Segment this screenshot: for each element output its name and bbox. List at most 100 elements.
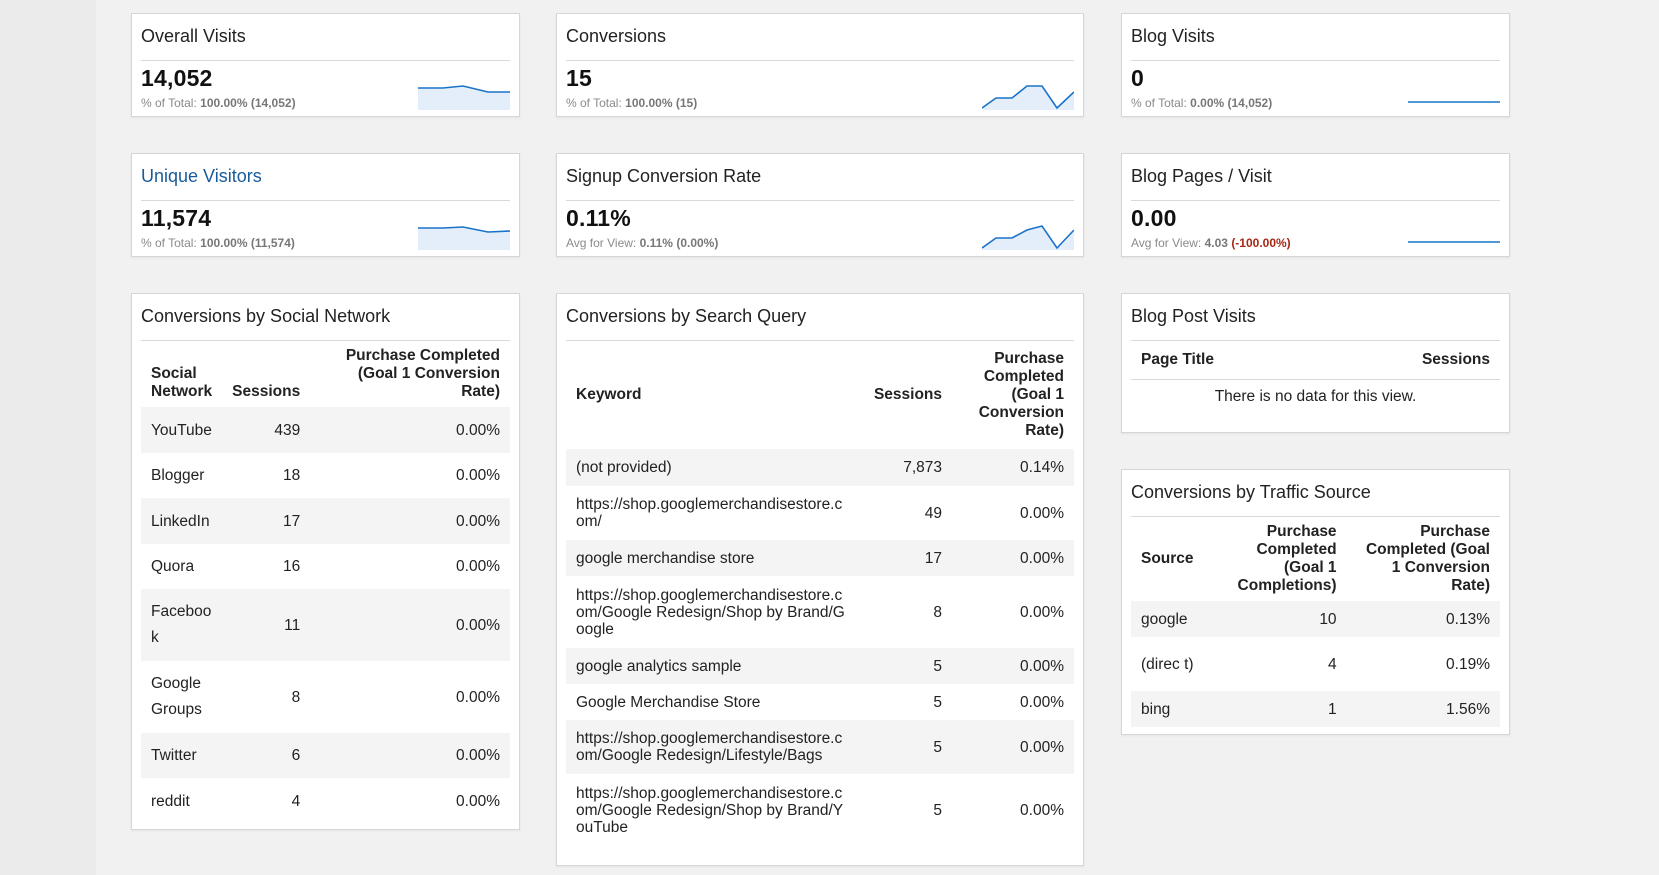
scorecard-signup-conversion-rate: Signup Conversion Rate 0.11% Avg for Vie… <box>556 153 1084 257</box>
cell-sessions: 49 <box>924 504 942 522</box>
widget-title: Blog Post Visits <box>1131 306 1256 326</box>
metric-subtext: % of Total: 100.00% (11,574) <box>132 232 519 250</box>
table-header-row: Page Title Sessions <box>1131 341 1500 379</box>
cell-social-network: Quora <box>151 558 195 575</box>
table-row: (not provided) 7,873 0.14% <box>566 449 1074 486</box>
cell-keyword: Google Merchandise Store <box>576 693 761 711</box>
table-header-row: Social Network Sessions Purchase Complet… <box>141 341 510 407</box>
cell-sessions: 439 <box>222 407 311 453</box>
column-header[interactable]: Purchase Completed (Goal 1 Conversion Ra… <box>345 347 500 400</box>
divider <box>1131 379 1500 380</box>
table-row: google merchandise store 17 0.00% <box>566 540 1074 576</box>
cell-completions: 1 <box>1203 691 1347 727</box>
metric-subtext: Avg for View: 0.11% (0.00%) <box>557 232 1083 250</box>
cell-sessions: 6 <box>222 733 311 778</box>
widget-title: Conversions by Traffic Source <box>1131 482 1371 502</box>
cell-conversion-rate: 0.00% <box>1020 801 1064 819</box>
cell-source: bing <box>1131 691 1204 727</box>
cell-conversion-rate: 0.00% <box>456 688 500 706</box>
column-header[interactable]: Source <box>1141 550 1194 567</box>
cell-social-network: Blogger <box>151 467 205 484</box>
cell-conversion-rate: 0.00% <box>310 407 510 453</box>
subtext-value: 100.00% (14,052) <box>200 96 296 110</box>
widget-title: Conversions <box>566 26 667 46</box>
cell-conversion-rate: 0.00% <box>1020 603 1064 621</box>
column-header[interactable]: Purchase Completed (Goal 1 Completions) <box>1237 523 1337 594</box>
cell-sessions: 7,873 <box>860 449 952 486</box>
sparkline <box>1408 241 1500 243</box>
column-header[interactable]: Purchase Completed (Goal 1 Conversion Ra… <box>1365 523 1490 594</box>
metric-value: 0 <box>1131 65 1144 91</box>
table-row: https://shop.googlemerchandisestore.com/… <box>566 576 1074 648</box>
cell-social-network: reddit <box>151 792 190 810</box>
blog-post-table: Page Title Sessions <box>1131 341 1500 379</box>
column-header[interactable]: Social Network <box>151 365 213 400</box>
cell-conversion-rate: 0.00% <box>952 720 1074 774</box>
cell-conversion-rate: 0.00% <box>952 648 1074 684</box>
cell-sessions: 17 <box>222 498 311 544</box>
cell-sessions: 5 <box>860 648 952 684</box>
metric-value: 15 <box>566 65 592 91</box>
cell-conversion-rate: 0.00% <box>952 540 1074 576</box>
subtext-delta: (0.00%) <box>676 236 719 250</box>
table-widget-search-query: Conversions by Search Query Keyword Sess… <box>556 293 1084 866</box>
cell-conversion-rate: 0.00% <box>310 589 510 661</box>
search-table: Keyword Sessions Purchase Completed (Goa… <box>566 341 1074 846</box>
traffic-table: Source Purchase Completed (Goal 1 Comple… <box>1131 517 1500 727</box>
sparkline <box>418 226 510 250</box>
cell-sessions: 8 <box>933 603 942 621</box>
sparkline <box>982 85 1074 110</box>
column-header[interactable]: Keyword <box>576 386 642 403</box>
cell-sessions: 17 <box>860 540 952 576</box>
cell-social-network: Google Groups <box>151 675 202 718</box>
column-header[interactable]: Sessions <box>232 383 301 400</box>
widget-title: Blog Visits <box>1131 26 1215 46</box>
column-header[interactable]: Sessions <box>873 386 942 403</box>
metric-value: 0.00 <box>1131 205 1177 231</box>
column-header[interactable]: Purchase Completed (Goal 1 Conversion Ra… <box>978 350 1064 439</box>
table-row: https://shop.googlemerchandisestore.com/… <box>566 486 1074 540</box>
divider <box>141 340 510 341</box>
table-header-row: Source Purchase Completed (Goal 1 Comple… <box>1131 517 1500 601</box>
empty-state-message: There is no data for this view. <box>1214 388 1417 405</box>
table-row: Quora 16 0.00% <box>141 544 510 589</box>
table-row: LinkedIn 17 0.00% <box>141 498 510 544</box>
table-row: Google Groups 8 0.00% <box>141 661 510 733</box>
table-header-row: Keyword Sessions Purchase Completed (Goa… <box>566 341 1074 449</box>
cell-conversion-rate: 0.00% <box>1020 504 1064 522</box>
table-row: Google Merchandise Store 5 0.00% <box>566 684 1074 720</box>
divider <box>1131 60 1500 61</box>
cell-conversion-rate: 1.56% <box>1346 691 1500 727</box>
table-widget-blog-post-visits: Blog Post Visits Page Title Sessions The… <box>1121 293 1510 433</box>
cell-sessions: 18 <box>282 467 301 484</box>
table-row: https://shop.googlemerchandisestore.com/… <box>566 720 1074 774</box>
widget-title: Blog Pages / Visit <box>1131 166 1272 186</box>
cell-sessions: 5 <box>860 720 952 774</box>
subtext-label: Avg for View: <box>1131 236 1202 250</box>
cell-social-network: LinkedIn <box>141 498 223 544</box>
column-header[interactable]: Sessions <box>1421 351 1490 368</box>
widget-title: Conversions by Social Network <box>141 306 391 326</box>
cell-social-network: Faceboo k <box>141 589 223 661</box>
cell-sessions: 8 <box>291 688 301 706</box>
social-table: Social Network Sessions Purchase Complet… <box>141 341 510 824</box>
subtext-delta: (-100.00%) <box>1231 236 1291 250</box>
cell-social-network: YouTube <box>141 407 223 453</box>
scorecard-blog-visits: Blog Visits 0 % of Total: 0.00% (14,052) <box>1121 13 1510 117</box>
subtext-label: % of Total: <box>141 236 197 250</box>
cell-conversion-rate: 0.00% <box>456 558 500 575</box>
widget-title-link[interactable]: Unique Visitors <box>141 166 262 186</box>
cell-conversion-rate: 0.14% <box>952 449 1074 486</box>
cell-keyword: https://shop.googlemerchandisestore.com/… <box>566 720 860 774</box>
cell-keyword: (not provided) <box>566 449 860 486</box>
subtext-value: 0.11% <box>639 236 673 250</box>
cell-sessions: 16 <box>282 558 301 575</box>
table-row: YouTube 439 0.00% <box>141 407 510 453</box>
sparkline-line <box>418 85 510 93</box>
metric-subtext: % of Total: 100.00% (15) <box>557 92 1083 110</box>
divider <box>1131 200 1500 201</box>
table-row: reddit 4 0.00% <box>141 778 510 824</box>
column-header[interactable]: Page Title <box>1141 351 1214 368</box>
table-widget-traffic-source: Conversions by Traffic Source Source Pur… <box>1121 469 1510 735</box>
